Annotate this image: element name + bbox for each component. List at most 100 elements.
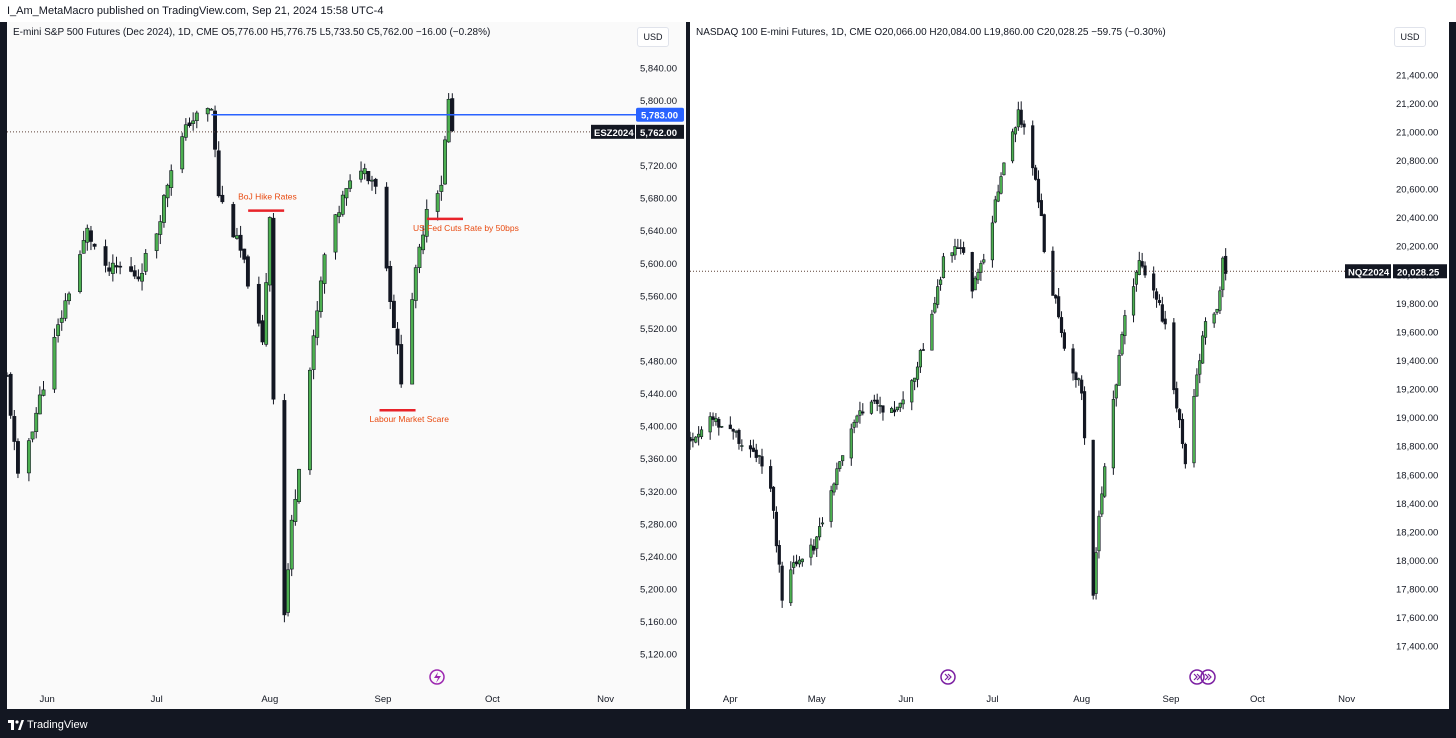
- candle-up: [63, 300, 68, 319]
- candle-up: [1195, 374, 1199, 397]
- price-tick-label: 5,680.00: [640, 194, 677, 205]
- candle-up: [829, 490, 833, 522]
- candle-down: [1140, 261, 1144, 267]
- candle-down: [8, 373, 13, 416]
- candle-up: [30, 431, 35, 440]
- candle-up: [162, 195, 166, 223]
- symbol-tag-bg: [1345, 264, 1391, 279]
- candle-up: [52, 336, 57, 390]
- candle-up: [169, 170, 174, 188]
- candle-up: [322, 254, 327, 284]
- time-tick-label: Oct: [485, 694, 500, 705]
- candle-down: [794, 561, 799, 565]
- candle-down: [921, 349, 925, 351]
- candle-up: [348, 180, 353, 189]
- candle-down: [1062, 332, 1066, 349]
- candle-down: [1175, 388, 1179, 409]
- candle-down: [962, 247, 966, 253]
- candle-up: [999, 176, 1003, 194]
- time-tick-label: Nov: [1338, 694, 1355, 705]
- price-tick-label: 19,800.00: [1396, 299, 1438, 310]
- candle-up: [413, 267, 418, 301]
- candle-up: [697, 433, 701, 438]
- level-tag-text: 5,783.00: [641, 111, 678, 122]
- candle-up: [941, 256, 946, 279]
- candle-up: [838, 461, 842, 469]
- price-tick-label: 17,800.00: [1396, 585, 1438, 596]
- candle-down: [875, 399, 879, 404]
- candle-up: [81, 240, 86, 254]
- candle-down: [1059, 317, 1064, 333]
- candle-down: [777, 545, 781, 565]
- candle-down: [774, 511, 778, 547]
- candle-down: [136, 276, 141, 280]
- nq-chart-canvas[interactable]: 21,400.00 21,200.00 21,000.00 20,800.00 20,6…: [690, 22, 1449, 709]
- candle-down: [881, 405, 885, 413]
- time-tick-label: Sep: [1163, 694, 1180, 705]
- candle-up: [435, 193, 440, 212]
- candle-down: [89, 230, 93, 242]
- time-tick-label: Apr: [723, 694, 738, 705]
- price-tick-label: 18,400.00: [1396, 499, 1438, 510]
- candle-up: [976, 272, 980, 281]
- candle-down: [220, 194, 225, 203]
- candle-up: [815, 536, 819, 549]
- candle-down: [1051, 250, 1055, 296]
- candle-up: [1134, 271, 1138, 285]
- candle-down: [187, 122, 192, 127]
- candle-down: [892, 409, 897, 413]
- candle-up: [714, 418, 718, 423]
- time-tick-label: Sep: [374, 694, 391, 705]
- price-tick-label: 19,000.00: [1396, 413, 1438, 424]
- candle-up: [191, 120, 196, 124]
- candle-down: [1022, 123, 1026, 128]
- nq-chart-pane[interactable]: 21,400.00 21,200.00 21,000.00 20,800.00 20,6…: [690, 22, 1449, 709]
- es-chart-canvas[interactable]: 5,840.005,800.005,760.005,720.005,680.00…: [7, 22, 686, 709]
- candle-up: [446, 98, 451, 143]
- candle-up: [809, 544, 813, 558]
- candle-down: [384, 186, 389, 269]
- candle-up: [734, 431, 738, 433]
- candle-down: [7, 375, 9, 377]
- nq-currency-button[interactable]: USD: [1394, 27, 1426, 47]
- candle-up: [1094, 552, 1098, 594]
- candle-down: [956, 247, 960, 249]
- candle-up: [910, 380, 914, 403]
- es-chart-pane[interactable]: 5,840.005,800.005,760.005,720.005,680.00…: [7, 22, 686, 709]
- candle-up: [1002, 162, 1006, 176]
- candle-down: [690, 437, 692, 442]
- price-tick-label: 5,640.00: [640, 226, 677, 237]
- price-tick-label: 5,480.00: [640, 357, 677, 368]
- candle-up: [1077, 378, 1081, 381]
- candle-up: [973, 277, 977, 291]
- candle-up: [318, 280, 323, 312]
- candle-up: [740, 445, 744, 447]
- candle-up: [1120, 334, 1124, 355]
- candle-up: [424, 209, 429, 237]
- candle-up: [933, 302, 937, 313]
- candle-down: [769, 466, 773, 489]
- price-tick-label: 20,600.00: [1396, 185, 1438, 196]
- candle-up: [194, 112, 199, 121]
- candle-down: [1163, 318, 1167, 325]
- candle-up: [1114, 384, 1118, 399]
- candle-up: [841, 455, 845, 462]
- candle-up: [421, 234, 426, 251]
- candle-up: [1201, 335, 1205, 364]
- candle-down: [1036, 178, 1041, 203]
- candle-up: [1111, 399, 1115, 469]
- candle-up: [1097, 515, 1101, 552]
- last-price-tag-text: 20,028.25: [1397, 267, 1440, 278]
- es-symbol-legend: E-mini S&P 500 Futures (Dec 2024), 1D, C…: [13, 27, 491, 38]
- candle-up: [78, 254, 82, 292]
- candle-up: [849, 428, 853, 459]
- candle-down: [780, 565, 784, 601]
- price-tick-label: 20,400.00: [1396, 213, 1438, 224]
- candle-up: [996, 191, 1000, 202]
- candle-up: [1123, 315, 1127, 336]
- candle-down: [366, 171, 371, 182]
- candle-up: [154, 233, 159, 251]
- es-currency-button[interactable]: USD: [637, 27, 669, 47]
- candle-down: [760, 456, 764, 467]
- price-tick-label: 19,600.00: [1396, 327, 1438, 338]
